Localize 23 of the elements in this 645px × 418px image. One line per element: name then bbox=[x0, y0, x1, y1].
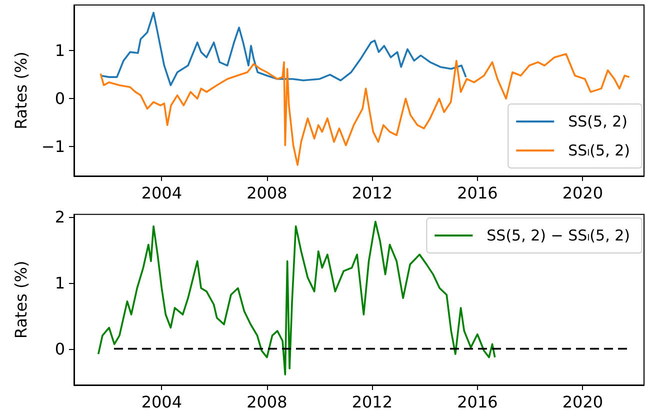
y-axis-title: Rates (%) bbox=[12, 260, 30, 339]
legend-label: SS(5, 2) bbox=[568, 112, 628, 130]
x-tick-label: 2016 bbox=[457, 392, 498, 412]
x-tick-label: 2004 bbox=[141, 184, 182, 202]
legend-label: SS(5, 2) − SSₗ(5, 2) bbox=[486, 226, 630, 244]
y-tick-label: 1 bbox=[54, 41, 65, 60]
x-tick-label: 2020 bbox=[562, 184, 604, 202]
x-tick-label: 2012 bbox=[352, 392, 393, 412]
y-tick-label: −1 bbox=[41, 137, 65, 156]
y-axis-title: Rates (%) bbox=[12, 52, 30, 130]
line-series bbox=[100, 12, 467, 86]
legend-label: SSₗ(5, 2) bbox=[568, 142, 630, 160]
x-tick-label: 2008 bbox=[246, 392, 288, 412]
y-tick-label: 0 bbox=[54, 339, 65, 358]
x-tick-label: 2012 bbox=[352, 184, 393, 202]
line-series bbox=[100, 53, 630, 166]
x-tick-label: 2004 bbox=[141, 392, 182, 412]
y-tick-label: 0 bbox=[54, 89, 65, 108]
x-tick-label: 2020 bbox=[562, 392, 604, 412]
y-tick-label: 1 bbox=[54, 273, 65, 292]
x-tick-label: 2008 bbox=[246, 184, 288, 202]
y-tick-label: 2 bbox=[54, 208, 65, 226]
x-tick-label: 2016 bbox=[457, 184, 498, 202]
